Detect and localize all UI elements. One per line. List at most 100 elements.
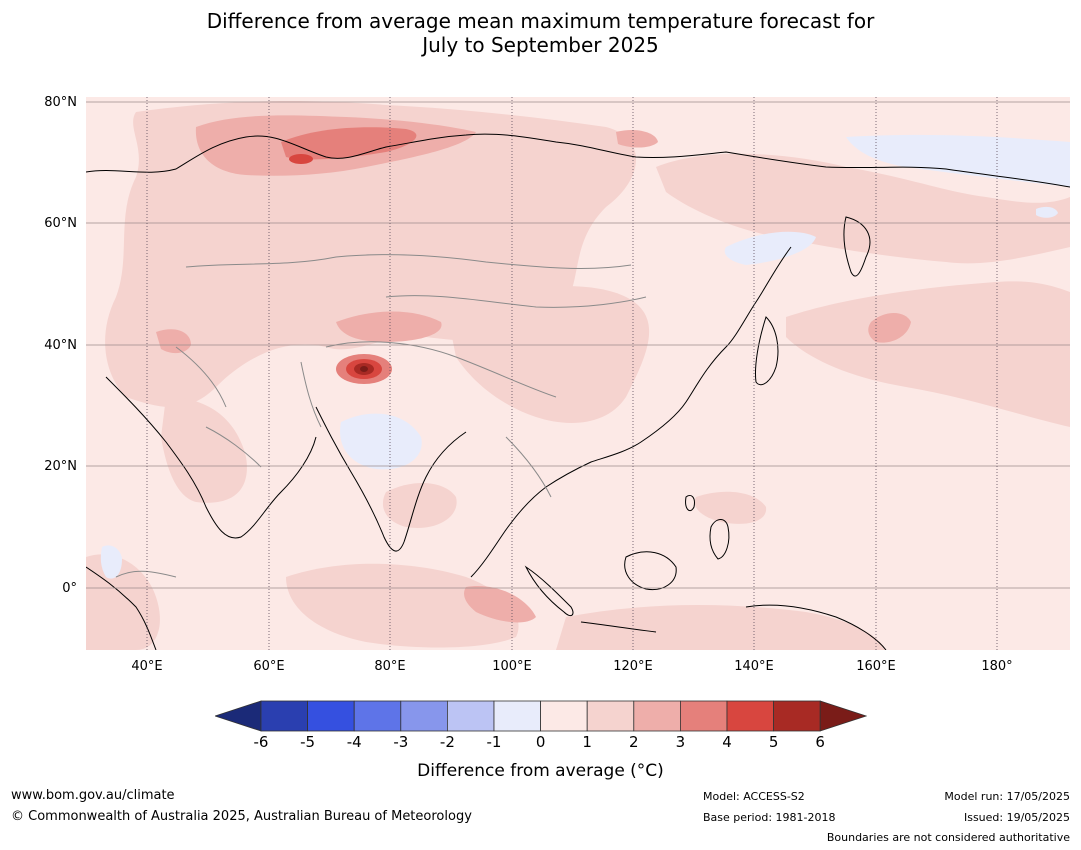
border-southeast-asia [505,436,552,498]
colorbar-swatch [679,700,728,732]
title-line-2: July to September 2025 [422,33,659,57]
latitude-lines [86,101,1070,589]
colorbar-tick-label: -2 [439,733,455,751]
footer-model: Model: ACCESS-S2 [703,790,805,803]
colorbar-tick-label: 0 [535,733,546,751]
lon-label-40e: 40°E [131,659,163,674]
anomaly-scandinavia-4-5 [289,154,313,164]
anomaly-tibet-above-6 [360,366,368,372]
coastlines [86,133,1070,650]
footer-model-run: Model run: 17/05/2025 [944,790,1070,803]
footer-copyright: © Commonwealth of Australia 2025, Austra… [11,809,472,824]
lon-label-60e: 60°E [253,659,285,674]
colorbar-tick-label: 2 [629,733,639,751]
colorbar-title: Difference from average (°C) [417,761,664,781]
lon-label-120e: 120°E [613,659,653,674]
colorbar-swatch [353,700,402,732]
colorbar-tick-label: -6 [253,733,269,751]
lat-label-60n: 60°N [44,216,77,231]
anomaly-west-asia-region [156,329,191,354]
footer-base-period: Base period: 1981-2018 [703,811,836,824]
coastline-new-guinea [745,604,887,650]
coastline-europe-arctic [86,133,1070,188]
colorbar-tick-label: -1 [486,733,502,751]
colorbar-swatch [260,700,308,732]
lat-label-20n: 20°N [44,459,77,474]
anomaly-china-region [446,286,650,423]
coastline-okhotsk-east-china [470,246,792,578]
colorbar-tick-label: 6 [815,733,825,751]
anomaly-west-pacific-region [694,491,767,524]
colorbar-extend-low [215,700,262,732]
border-pakistan-india [300,361,322,428]
border-china-mongolia [385,295,647,308]
colorbar-swatch [493,700,541,732]
anomaly-1-2-regions [86,101,1070,650]
border-arabia [205,426,262,468]
colorbar-swatch [400,700,448,732]
border-iran [175,346,227,408]
coastline-philippines [709,519,730,560]
lon-label-140e: 140°E [734,659,774,674]
anomaly-bay-of-bengal-region [382,482,457,528]
colorbar-swatch [726,700,774,732]
anomaly-karelia-region [281,127,417,160]
lat-label-0: 0° [62,581,77,596]
lat-label-40n: 40°N [44,338,77,353]
lon-label-100e: 100°E [492,659,532,674]
colorbar-tick-label: 3 [675,733,686,751]
lon-label-80e: 80°E [374,659,406,674]
country-borders [115,254,647,578]
anomaly-east-siberian-sea-cool-region [846,134,1070,187]
colorbar-swatch [586,700,635,732]
lon-label-160e: 160°E [856,659,896,674]
coastline-india [315,406,467,552]
colorbar-swatch [540,700,588,732]
colorbar-swatches [215,700,867,732]
map-panel [86,97,1070,650]
anomaly-kamchatka-cool-region [1036,206,1058,218]
map-title: Difference from average mean maximum tem… [0,9,1081,57]
coastline-sumatra [524,565,574,617]
footer-issued: Issued: 19/05/2025 [963,811,1070,824]
colorbar [215,700,867,732]
coastline-arabia-red-sea [105,376,317,539]
anomaly-maritime-continent-region [556,605,886,650]
coastline-east-africa [86,566,157,650]
anomaly-north-pacific-region [786,281,1070,427]
colorbar-tick-label: 4 [722,733,732,751]
colorbar-tick-label: -5 [300,733,316,751]
anomaly-central-asia-region [336,311,442,342]
coastline-java [580,621,657,633]
anomaly-arabia-region [161,397,247,503]
border-china-south [325,341,557,398]
anomaly-indian-ocean-region [286,563,519,648]
colorbar-swatch [633,700,681,732]
anomaly-tibet-hotspot [336,354,392,384]
anomaly-kara-sea-region [616,130,658,148]
colorbar-swatch [446,700,495,732]
colorbar-tick-label: 5 [768,733,779,751]
map-svg [86,97,1070,650]
coastline-taiwan [685,494,695,512]
anomaly-java-sea-region [464,586,536,623]
anomaly-scandinavia-hotspot [289,154,313,164]
anomaly-india-cool-region [340,413,422,470]
title-line-1: Difference from average mean maximum tem… [206,9,875,33]
coastline-kamchatka [843,216,871,277]
lon-label-180: 180° [981,659,1013,674]
anomaly-neg1-0-regions [100,134,1070,579]
border-russia-kazakhstan [185,254,632,269]
anomaly-3-4-regions [281,127,417,160]
colorbar-tick-label: -3 [393,733,409,751]
coastline-borneo [624,551,677,591]
footer-url: www.bom.gov.au/climate [11,788,175,803]
anomaly-africa-cool-region [100,545,122,579]
border-east-africa [115,570,177,578]
colorbar-swatch [773,700,821,732]
anomaly-okhotsk-cool-region [724,231,816,265]
longitude-lines [146,97,998,650]
coastline-japan [755,316,779,386]
colorbar-extend-high [819,700,867,732]
anomaly-pacific-hotspot-region [868,312,911,343]
